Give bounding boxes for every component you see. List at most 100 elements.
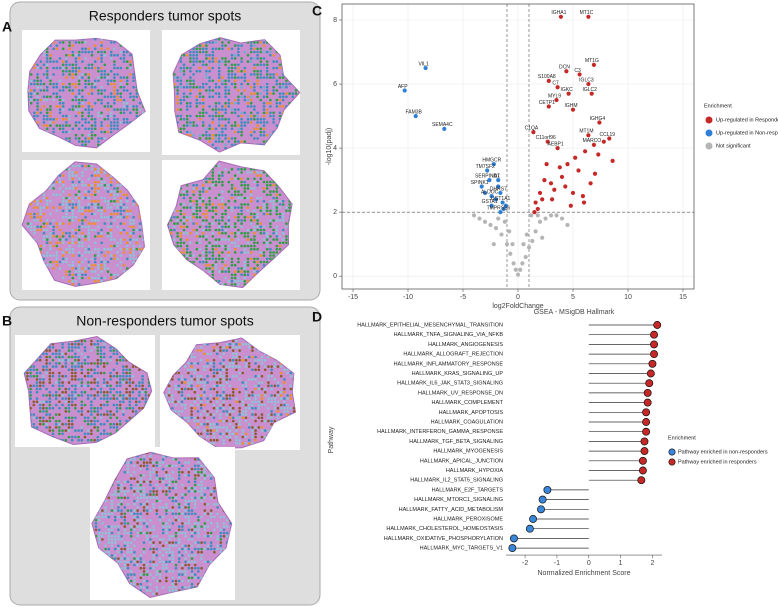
spot — [90, 429, 93, 432]
spot — [292, 406, 296, 410]
spot — [276, 384, 280, 388]
spot — [106, 76, 110, 79]
spot — [221, 180, 224, 184]
spot — [86, 394, 90, 397]
spot — [212, 397, 216, 400]
spot — [64, 416, 68, 420]
spot — [246, 60, 250, 63]
spot — [240, 206, 243, 209]
spot — [256, 92, 259, 95]
spot — [45, 413, 48, 416]
spot — [217, 114, 221, 118]
spot — [168, 490, 171, 493]
spot — [129, 461, 133, 464]
spot — [197, 490, 200, 493]
spot — [45, 235, 49, 238]
spot — [221, 127, 224, 131]
spot — [174, 384, 177, 388]
spot — [249, 199, 253, 203]
spot — [179, 219, 183, 222]
spot — [251, 429, 254, 432]
spot — [113, 98, 116, 102]
spot — [201, 82, 205, 86]
spot — [208, 66, 211, 70]
spot — [93, 342, 96, 346]
spot — [51, 365, 55, 368]
spot — [71, 53, 75, 57]
spot — [256, 199, 259, 203]
spot — [142, 458, 146, 461]
spot — [65, 196, 68, 200]
spot — [190, 387, 193, 391]
spot — [249, 171, 253, 174]
spot — [45, 73, 49, 76]
spot — [39, 206, 43, 209]
spot — [100, 215, 103, 219]
spot — [240, 279, 243, 283]
spot — [109, 426, 112, 429]
spot — [93, 212, 97, 216]
spot — [262, 225, 266, 229]
spot — [205, 89, 208, 92]
panel-label: B — [2, 313, 12, 329]
spot — [253, 114, 256, 118]
spot — [93, 206, 97, 209]
spot — [272, 231, 275, 235]
spot — [249, 73, 253, 76]
spot — [100, 50, 103, 54]
spot — [181, 483, 184, 487]
spot — [42, 124, 46, 127]
spot — [269, 111, 272, 115]
spot — [224, 146, 227, 150]
spot — [193, 458, 197, 461]
spot — [228, 422, 232, 426]
spot — [29, 79, 33, 83]
spot — [71, 209, 75, 213]
spot — [122, 111, 126, 115]
spot — [158, 461, 162, 464]
spot — [68, 251, 71, 254]
spot — [213, 486, 216, 490]
spot — [125, 267, 129, 270]
spot — [228, 432, 232, 436]
spot — [247, 406, 251, 410]
spot — [212, 432, 216, 436]
spot — [237, 228, 240, 232]
spot — [201, 219, 205, 222]
spot — [240, 209, 243, 213]
spot — [190, 355, 193, 359]
spot — [211, 270, 215, 273]
spot — [45, 85, 49, 89]
spot — [217, 231, 221, 235]
spot — [58, 177, 62, 181]
spot — [74, 435, 77, 439]
spot — [36, 95, 39, 99]
spot — [49, 105, 52, 108]
spot — [61, 203, 65, 206]
spot — [272, 199, 275, 203]
spot — [176, 85, 179, 89]
spot — [180, 400, 184, 404]
spot — [212, 346, 216, 349]
spot — [100, 76, 103, 79]
spot — [77, 199, 81, 203]
spot — [100, 260, 103, 264]
spot — [259, 127, 263, 131]
spot — [233, 244, 237, 248]
spot — [182, 127, 186, 131]
spot — [238, 442, 241, 445]
spot — [129, 209, 132, 213]
spot — [256, 206, 259, 209]
spot — [195, 101, 199, 105]
spot — [67, 419, 71, 423]
spot — [205, 50, 208, 54]
spot — [61, 69, 65, 73]
spot — [228, 438, 232, 442]
spot — [221, 133, 224, 137]
spot — [106, 130, 110, 134]
spot — [217, 108, 221, 111]
spot — [39, 79, 43, 83]
spot — [87, 73, 91, 76]
spot — [259, 57, 263, 60]
spot — [219, 426, 222, 429]
